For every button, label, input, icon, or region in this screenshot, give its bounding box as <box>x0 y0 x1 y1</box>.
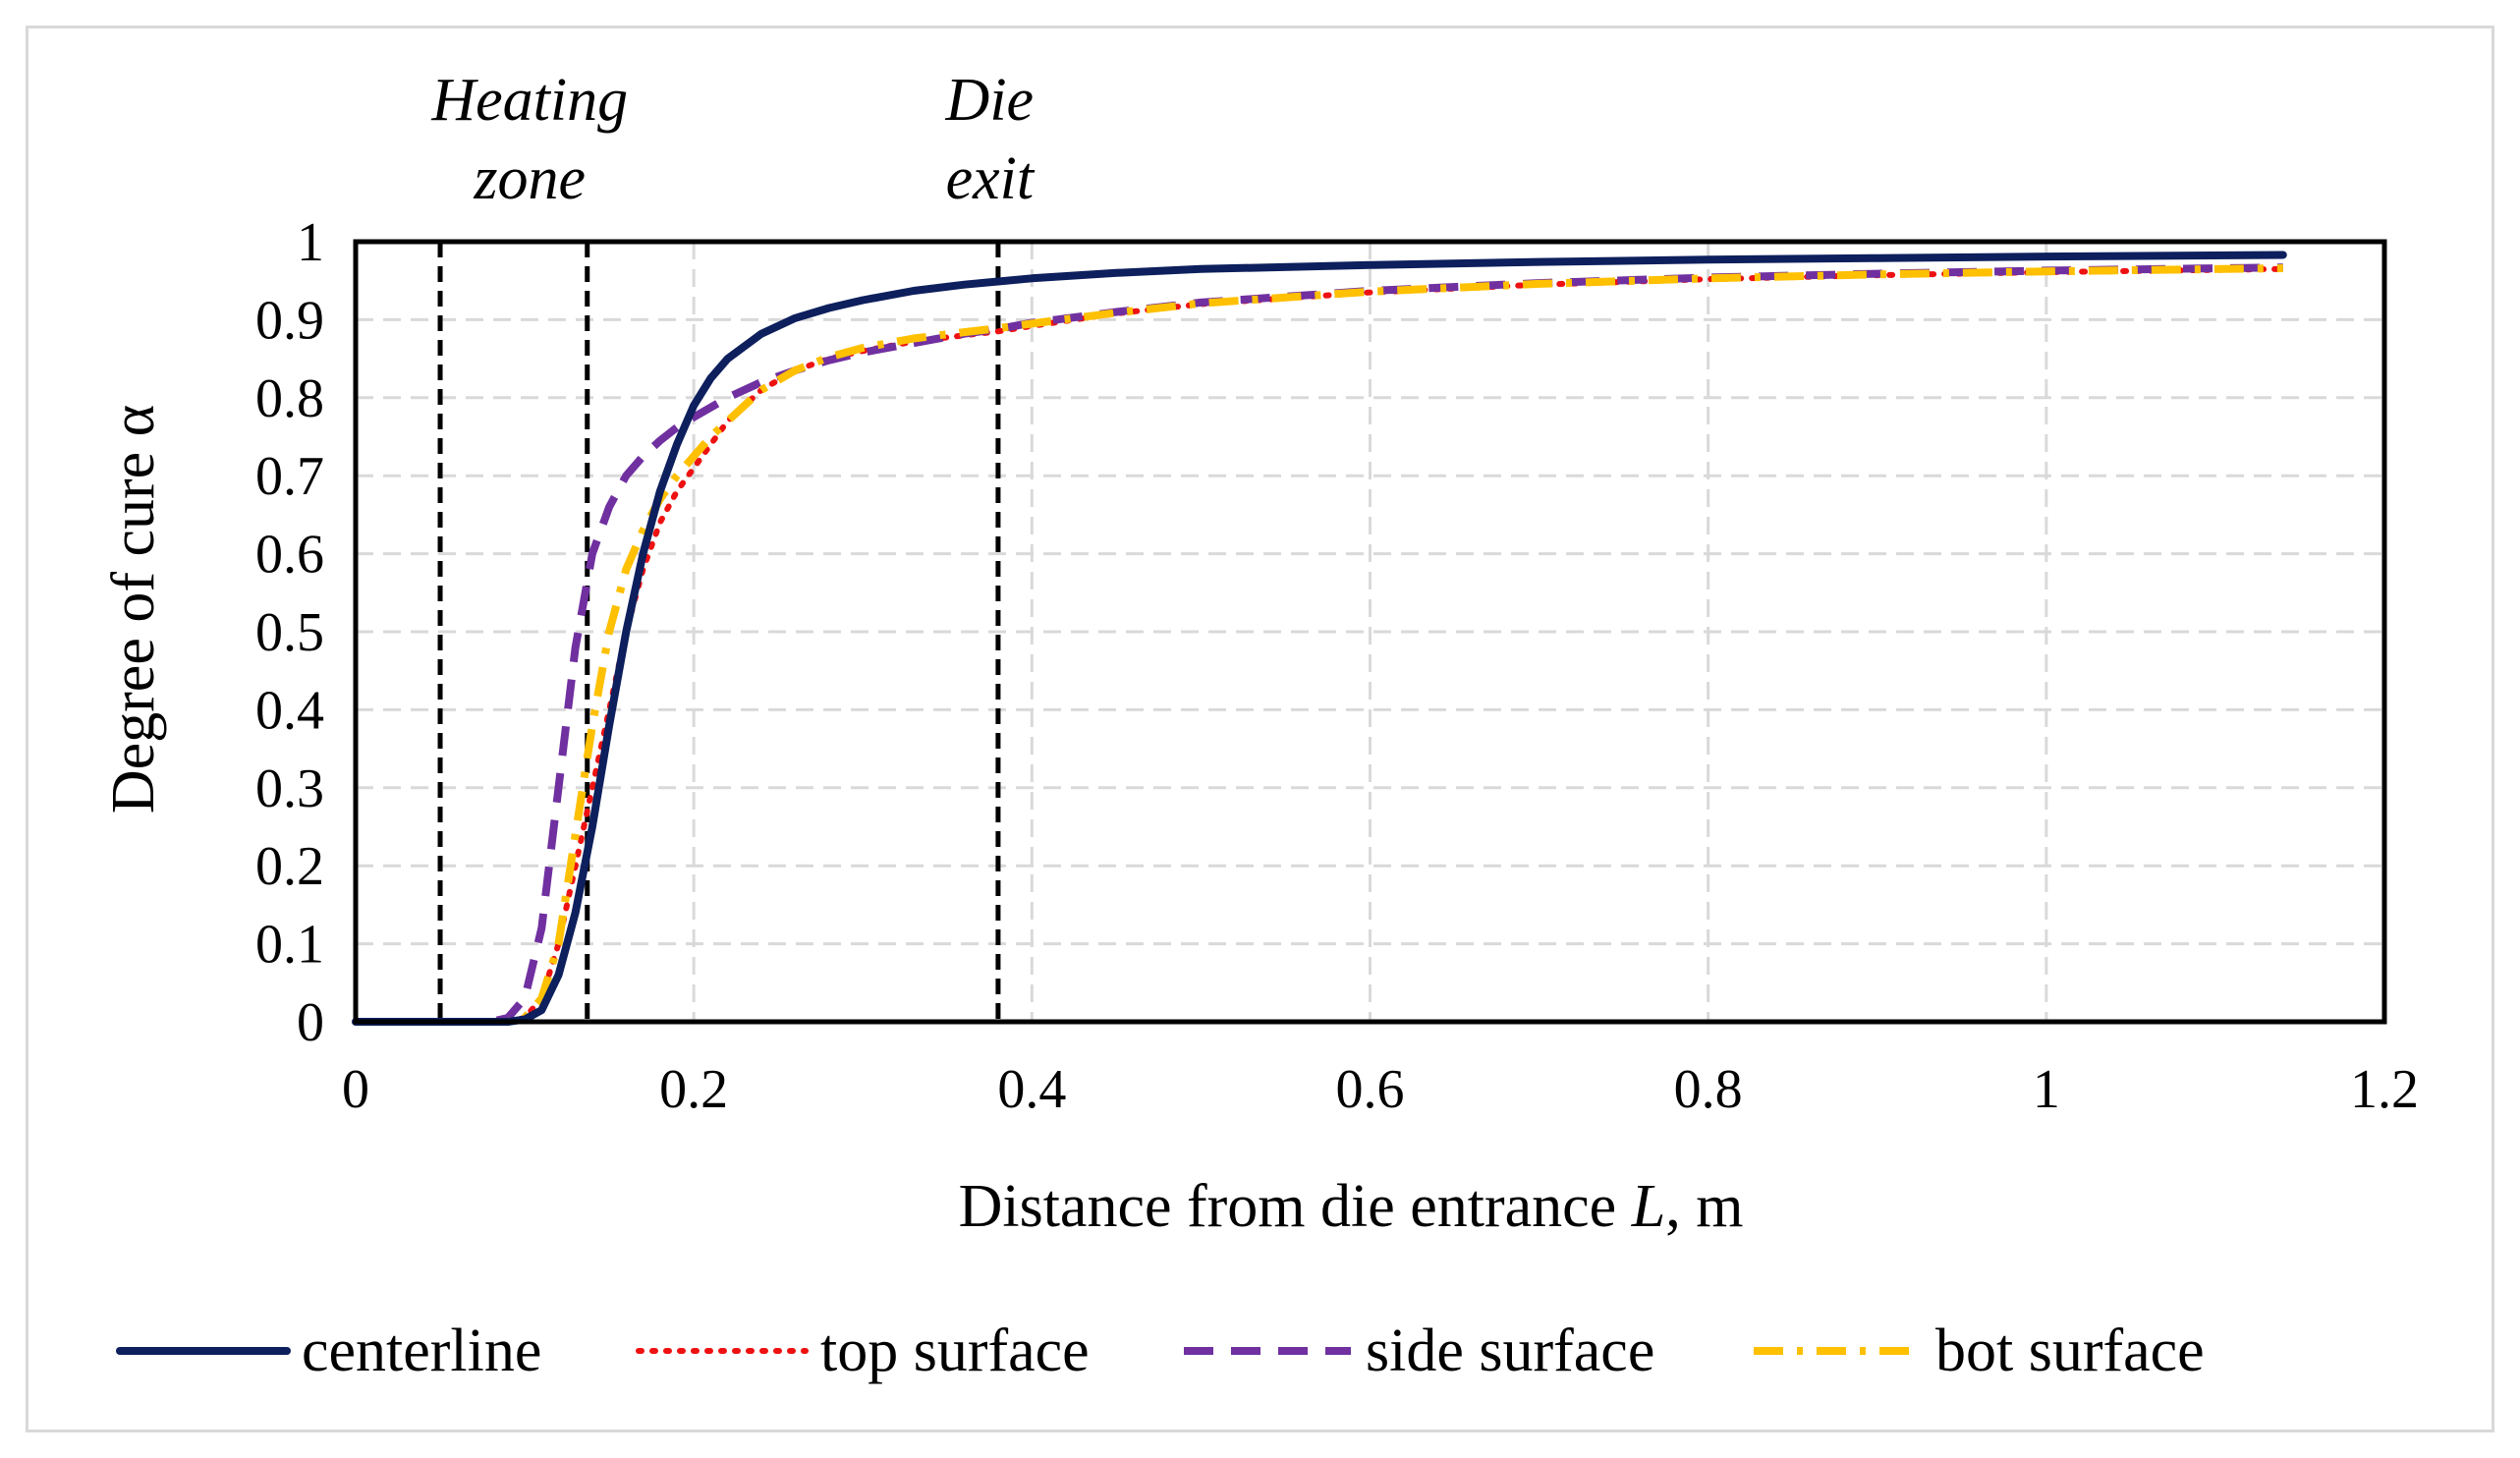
x-tick-label: 0 <box>342 1059 369 1120</box>
x-axis-title-text: Distance from die entrance <box>959 1173 1617 1240</box>
y-tick-labels: 0 0.1 0.2 0.3 0.4 0.5 0.6 0.7 0.8 0.9 1 <box>255 212 324 1053</box>
y-tick-label: 0.7 <box>255 446 324 507</box>
x-tick-labels: 0 0.2 0.4 0.6 0.8 1 1.2 <box>342 1059 2419 1120</box>
series-line-top-surface <box>353 265 2286 1025</box>
y-tick-label: 0.5 <box>255 602 324 663</box>
legend-label-side-surface: side surface <box>1366 1318 1654 1384</box>
series-line-bot-surface <box>356 264 2283 1026</box>
y-tick-label: 0.6 <box>255 525 324 586</box>
y-tick-label: 0.2 <box>255 836 324 897</box>
series-line-side-surface <box>356 263 2283 1026</box>
legend: centerline top surface side surface bot sur… <box>116 1318 2205 1384</box>
x-tick-label: 0.8 <box>1674 1059 1743 1120</box>
plot-area-border <box>353 239 2387 1025</box>
x-tick-label: 0.6 <box>1336 1059 1405 1120</box>
x-tick-label: 0.4 <box>997 1059 1066 1120</box>
series-lines <box>352 251 2287 1026</box>
y-tick-label: 0.3 <box>255 758 324 819</box>
y-tick-label: 1 <box>297 212 324 273</box>
y-tick-label: 0.4 <box>255 680 324 741</box>
annotation-die-exit-line: exit <box>946 145 1036 212</box>
legend-label-top-surface: top surface <box>820 1318 1090 1384</box>
grid-lines <box>354 240 2386 1024</box>
y-tick-label: 0 <box>297 992 324 1053</box>
x-axis-title-unit: , m <box>1665 1173 1743 1240</box>
x-axis-title: Distance from die entrance L, m <box>959 1173 1744 1240</box>
x-axis-title-variable: L <box>1631 1173 1665 1240</box>
x-tick-label: 1 <box>2033 1059 2060 1120</box>
series-line-centerline <box>352 251 2287 1026</box>
legend-label-bot-surface: bot surface <box>1935 1318 2205 1384</box>
y-tick-label: 0.9 <box>255 290 324 351</box>
legend-label-centerline: centerline <box>302 1318 541 1384</box>
y-tick-label: 0.8 <box>255 368 324 429</box>
y-axis-title: Degree of cure α <box>100 405 167 813</box>
x-tick-label: 1.2 <box>2350 1059 2419 1120</box>
annotations: Heating zone Die exit <box>430 67 1035 212</box>
annotation-die-exit-line: Die <box>945 67 1035 134</box>
annotation-heating-line: Heating <box>430 67 628 134</box>
x-tick-label: 0.2 <box>659 1059 728 1120</box>
zone-marker-lines <box>437 242 1001 1022</box>
y-tick-label: 0.1 <box>255 915 324 976</box>
annotation-heating-line: zone <box>473 145 586 212</box>
